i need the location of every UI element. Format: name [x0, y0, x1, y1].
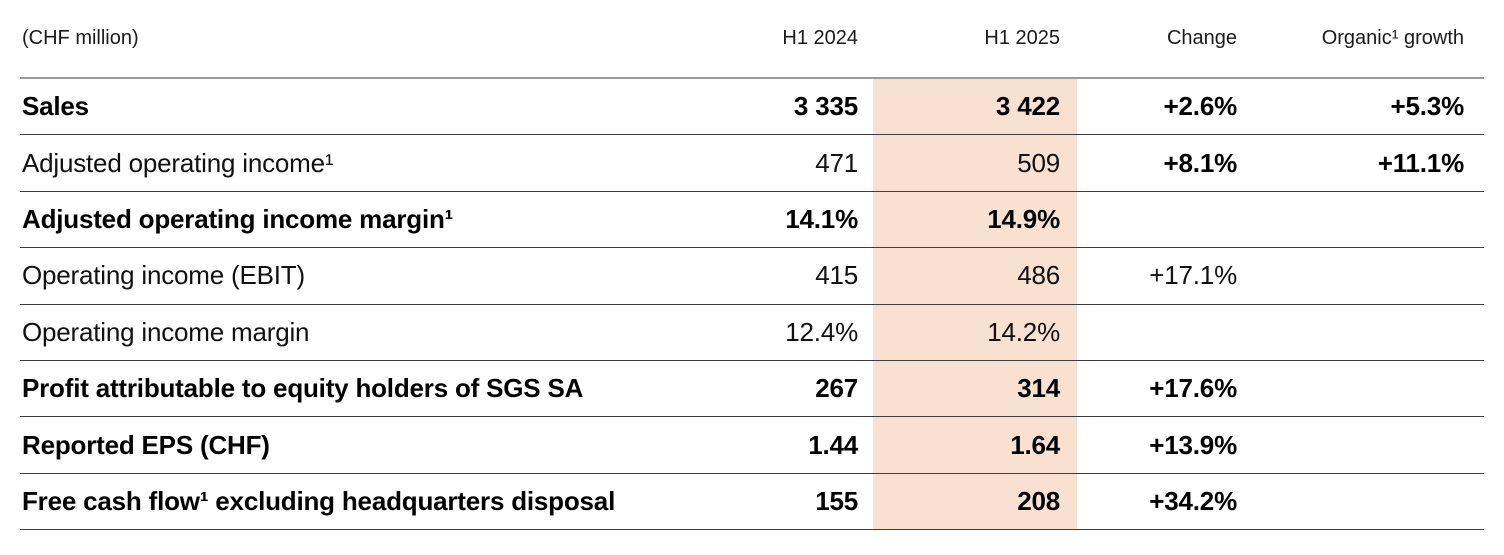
- cell-h1-2024: 415: [815, 260, 858, 291]
- cell-change: +17.6%: [1149, 373, 1237, 404]
- table-body: Sales 3 335 3 422 +2.6% +5.3% Adjusted o…: [20, 79, 1484, 531]
- header-change: Change: [1166, 27, 1237, 49]
- cell-h1-2024: 155: [815, 485, 858, 516]
- table-row: Profit attributable to equity holders of…: [20, 360, 1484, 418]
- cell-change: +8.1%: [1163, 147, 1238, 178]
- cell-h1-2025: 1.64: [873, 417, 1077, 473]
- cell-organic-growth: +5.3%: [1390, 91, 1465, 122]
- cell-row-label: Adjusted operating income¹: [22, 147, 334, 178]
- table-row: Adjusted operating income margin¹ 14.1% …: [20, 191, 1484, 249]
- table-header-row: (CHF million) H1 2024 H1 2025 Change Org…: [20, 0, 1484, 79]
- cell-h1-2025: 314: [873, 360, 1077, 417]
- cell-change: [1077, 192, 1237, 247]
- header-unit-label: (CHF million): [22, 27, 139, 49]
- table-row: Reported EPS (CHF) 1.44 1.64 +13.9%: [20, 417, 1484, 474]
- cell-h1-2025: 3 422: [873, 79, 1077, 135]
- cell-row-label: Adjusted operating income margin¹: [22, 203, 454, 234]
- cell-change: [1077, 305, 1237, 360]
- cell-h1-2025: 509: [873, 135, 1077, 191]
- cell-organic-growth: [1237, 305, 1484, 360]
- table-row: Sales 3 335 3 422 +2.6% +5.3%: [20, 79, 1484, 136]
- cell-organic-growth: [1237, 192, 1484, 247]
- cell-change: +34.2%: [1149, 485, 1237, 516]
- cell-row-label: Profit attributable to equity holders of…: [22, 373, 584, 404]
- financial-results-table: (CHF million) H1 2024 H1 2025 Change Org…: [20, 0, 1484, 531]
- cell-h1-2025: 486: [873, 248, 1077, 304]
- header-organic-growth: Organic¹ growth: [1321, 27, 1464, 49]
- cell-change: +2.6%: [1163, 91, 1238, 122]
- cell-row-label: Operating income margin: [22, 316, 310, 347]
- cell-organic-growth: [1237, 361, 1484, 416]
- cell-h1-2024: 1.44: [808, 429, 858, 460]
- cell-change: +17.1%: [1149, 260, 1237, 291]
- cell-h1-2024: 14.1%: [785, 203, 858, 234]
- cell-organic-growth: [1237, 248, 1484, 303]
- cell-organic-growth: [1237, 417, 1484, 472]
- cell-h1-2024: 471: [815, 147, 858, 178]
- cell-row-label: Sales: [22, 91, 89, 122]
- cell-organic-growth: [1237, 474, 1484, 529]
- cell-h1-2024: 267: [815, 373, 858, 404]
- cell-row-label: Free cash flow¹ excluding headquarters d…: [22, 485, 616, 516]
- table-row: Free cash flow¹ excluding headquarters d…: [20, 473, 1484, 531]
- cell-row-label: Reported EPS (CHF): [22, 429, 270, 460]
- table-row: Adjusted operating income¹ 471 509 +8.1%…: [20, 135, 1484, 192]
- cell-row-label: Operating income (EBIT): [22, 260, 305, 291]
- cell-h1-2024: 12.4%: [785, 316, 858, 347]
- cell-h1-2025: 208: [873, 473, 1077, 530]
- header-h1-2025: H1 2025: [984, 27, 1060, 49]
- table-row: Operating income (EBIT) 415 486 +17.1%: [20, 248, 1484, 305]
- cell-h1-2025: 14.2%: [873, 304, 1077, 360]
- cell-h1-2025: 14.9%: [873, 191, 1077, 248]
- header-h1-2024: H1 2024: [782, 27, 858, 49]
- table-row: Operating income margin 12.4% 14.2%: [20, 304, 1484, 361]
- cell-organic-growth: +11.1%: [1377, 147, 1464, 178]
- cell-change: +13.9%: [1149, 429, 1237, 460]
- cell-h1-2024: 3 335: [793, 91, 858, 122]
